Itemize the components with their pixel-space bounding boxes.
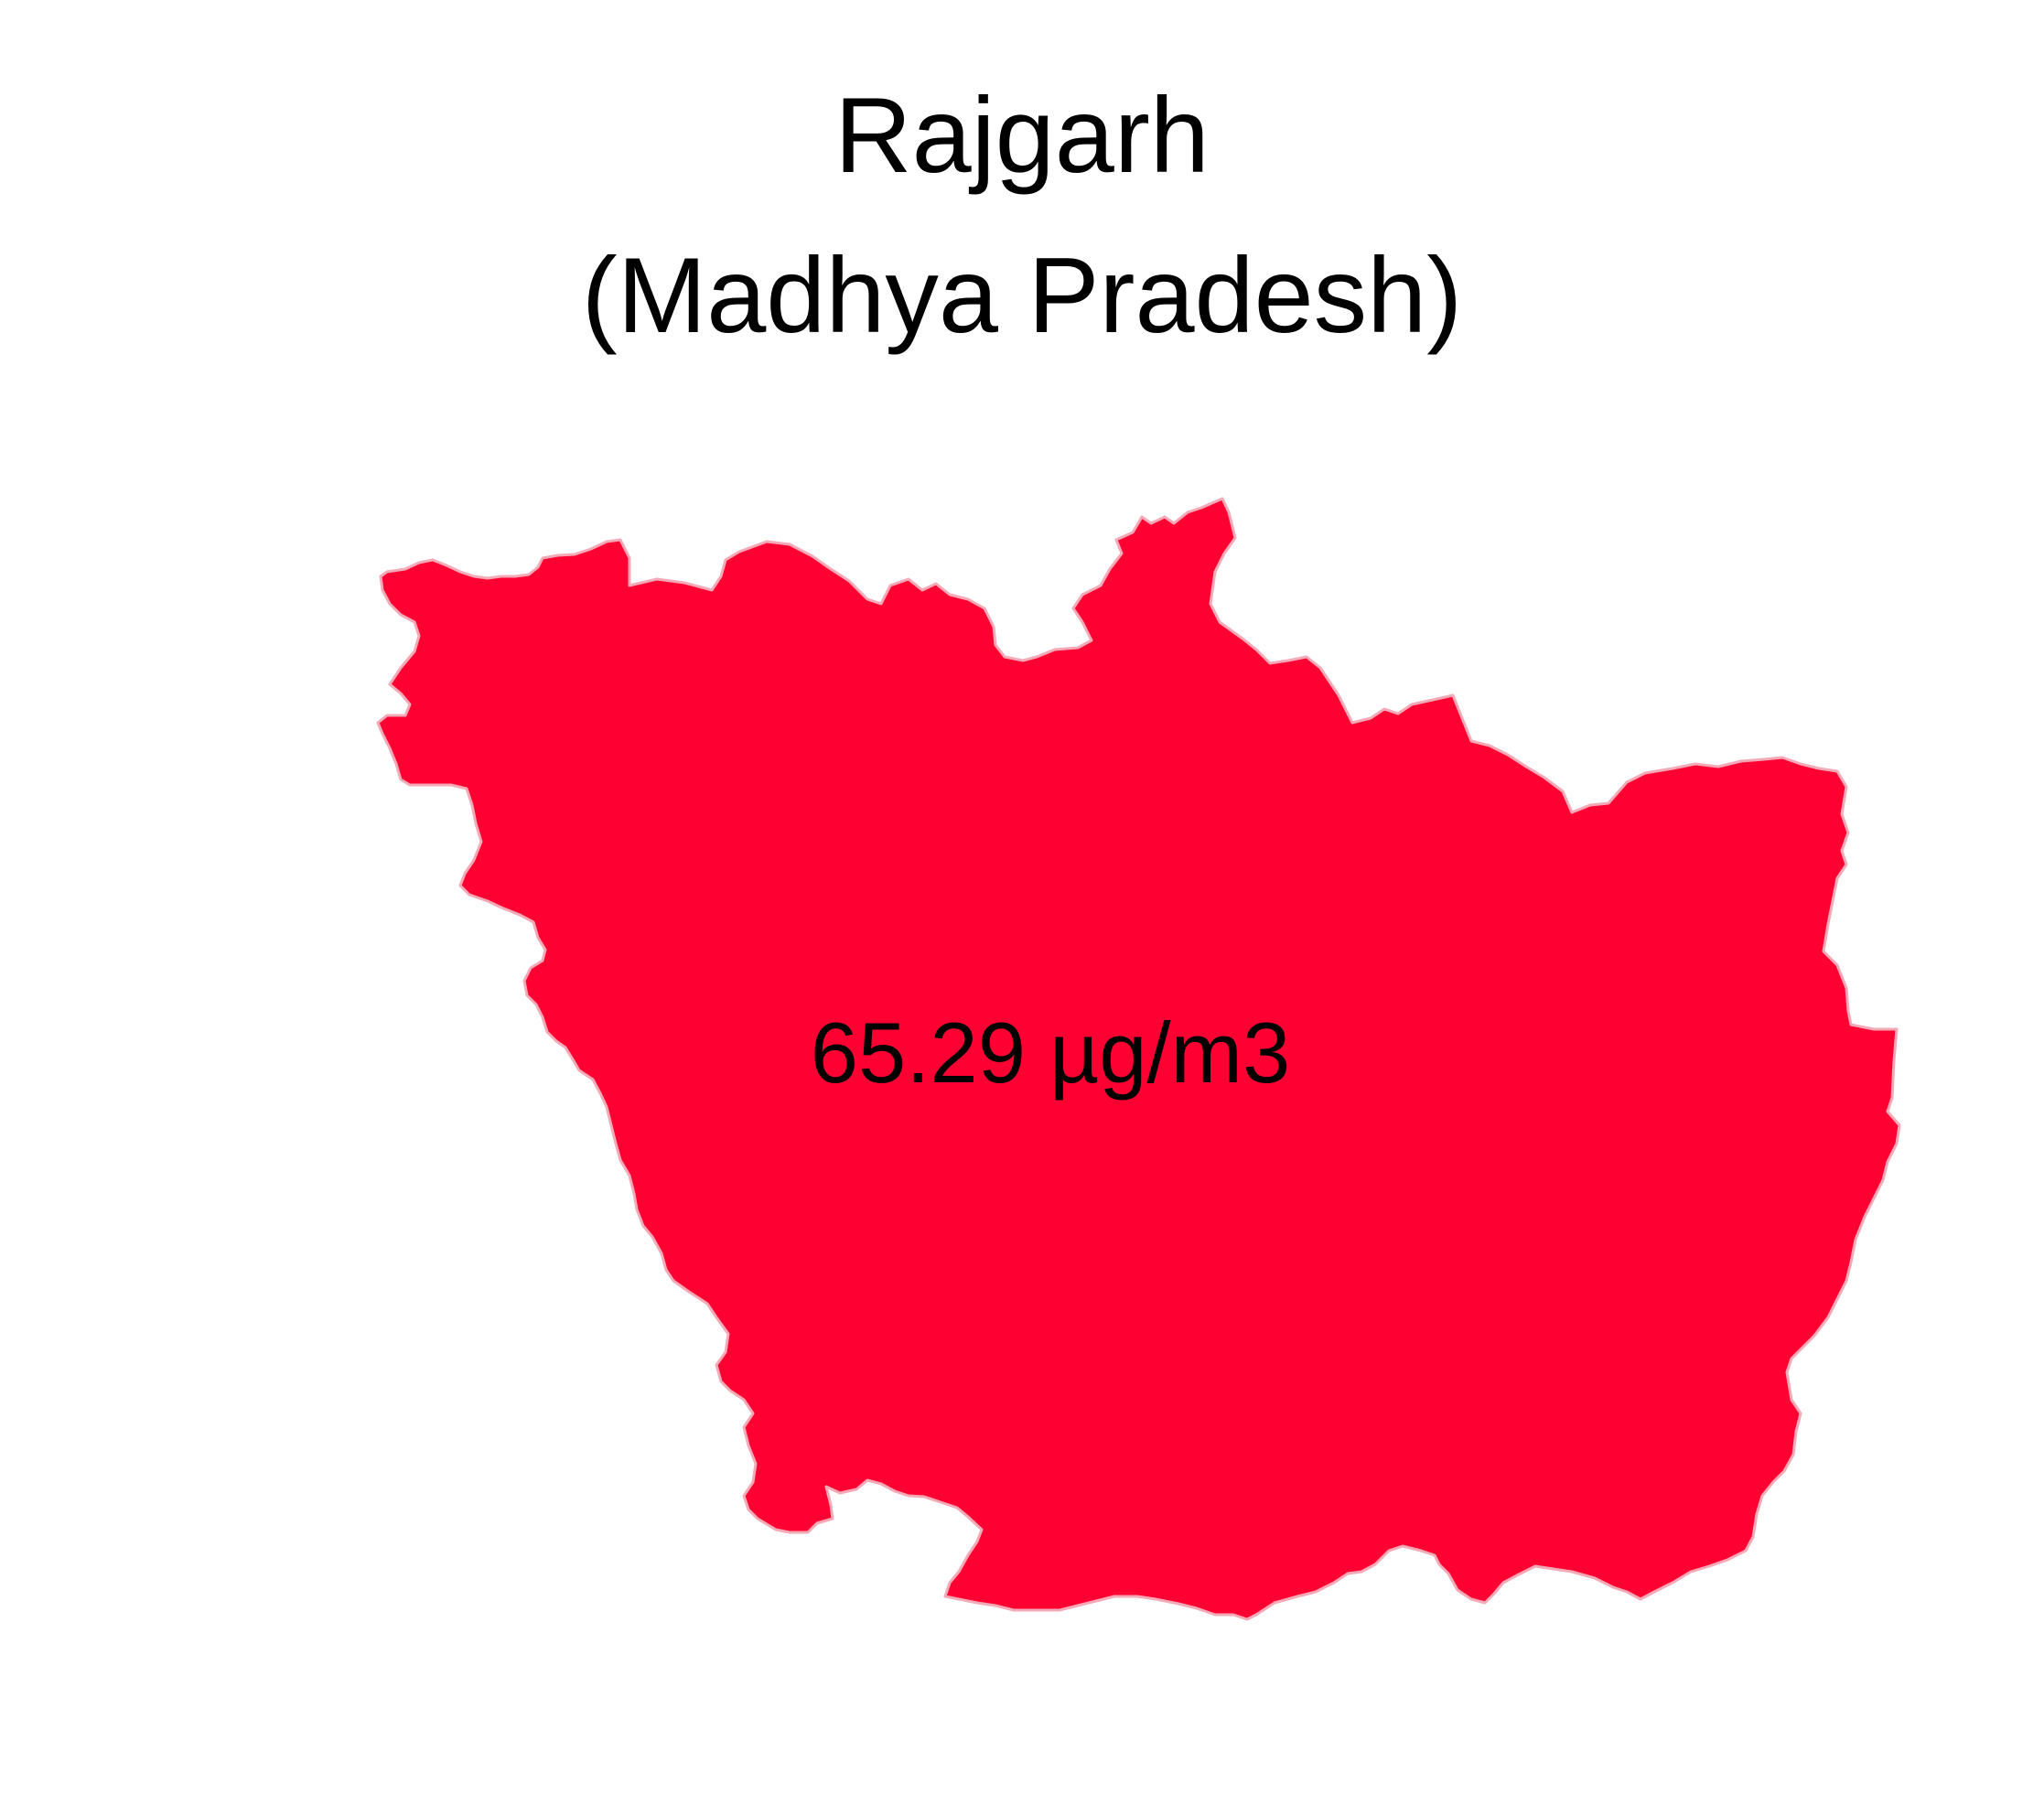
district-value-label: 65.29 µg/m3	[811, 1005, 1290, 1101]
map-subtitle: (Madhya Pradesh)	[581, 235, 1463, 355]
map-title: Rajgarh	[834, 75, 1210, 195]
district-shape-rajgarh	[376, 497, 1901, 1621]
map-title-block: Rajgarh (Madhya Pradesh)	[0, 55, 2044, 375]
